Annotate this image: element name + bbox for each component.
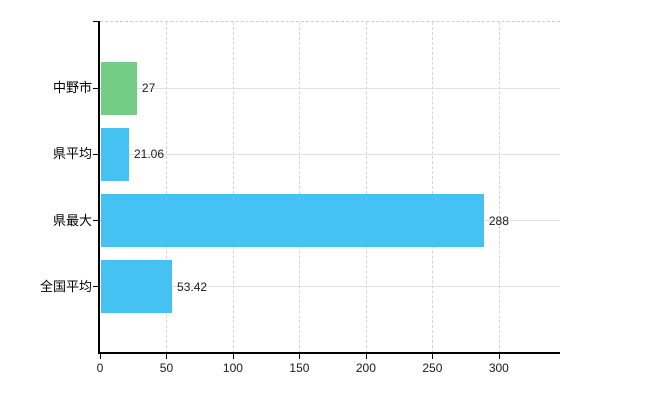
- v-gridline: [232, 22, 234, 353]
- x-axis-tick: [299, 353, 301, 359]
- category-label: 中野市: [52, 80, 92, 96]
- y-axis-top-tick: [93, 21, 100, 22]
- bar-value-label: 27: [141, 81, 156, 96]
- y-axis-tick: [93, 286, 100, 288]
- category-label: 全国平均: [39, 278, 92, 294]
- bar-value-label: 288: [488, 213, 509, 228]
- bar: [101, 260, 173, 314]
- v-gridline: [498, 22, 500, 353]
- x-tick-label: 50: [159, 361, 174, 375]
- y-axis-tick: [93, 220, 100, 222]
- plot-top-border: [100, 21, 560, 22]
- bar: [101, 127, 129, 181]
- bar-value-label: 21.06: [133, 147, 165, 162]
- x-axis-tick: [432, 353, 434, 359]
- x-axis-tick: [232, 353, 234, 359]
- category-label: 県平均: [52, 146, 92, 162]
- v-gridline: [299, 22, 301, 353]
- x-axis-tick: [166, 353, 168, 359]
- x-tick-label: 300: [488, 361, 509, 375]
- bar-value-label: 53.42: [177, 279, 208, 294]
- y-axis-tick: [93, 87, 100, 89]
- category-label: 県最大: [52, 212, 92, 228]
- bar: [101, 61, 137, 115]
- v-gridline: [166, 22, 168, 353]
- v-gridline: [432, 22, 434, 353]
- x-tick-label: 200: [355, 361, 376, 375]
- x-tick-label: 150: [289, 361, 310, 375]
- x-axis-line: [98, 352, 560, 354]
- x-tick-label: 100: [222, 361, 243, 375]
- h-gridline: [100, 153, 560, 155]
- x-tick-label: 0: [96, 361, 104, 375]
- x-axis-tick: [498, 353, 500, 359]
- x-axis-tick: [100, 353, 101, 359]
- bar: [101, 194, 484, 248]
- v-gridline: [365, 22, 367, 353]
- h-gridline: [100, 87, 560, 89]
- y-axis-tick: [93, 153, 100, 155]
- h-gridline: [100, 286, 560, 288]
- y-axis-line: [98, 21, 100, 354]
- x-tick-label: 250: [422, 361, 443, 375]
- x-axis-tick: [365, 353, 367, 359]
